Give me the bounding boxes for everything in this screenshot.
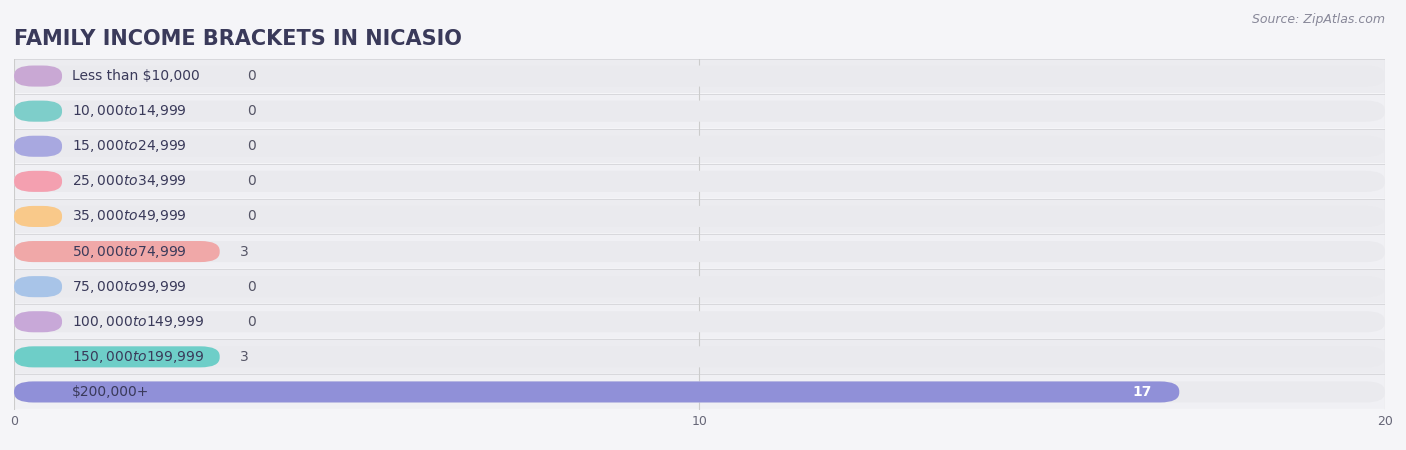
FancyBboxPatch shape bbox=[14, 276, 1385, 297]
Text: 17: 17 bbox=[1132, 385, 1152, 399]
FancyBboxPatch shape bbox=[14, 346, 219, 367]
Text: $75,000 to $99,999: $75,000 to $99,999 bbox=[72, 279, 187, 295]
FancyBboxPatch shape bbox=[14, 171, 62, 192]
Text: $100,000 to $149,999: $100,000 to $149,999 bbox=[72, 314, 205, 330]
FancyBboxPatch shape bbox=[14, 101, 62, 122]
FancyBboxPatch shape bbox=[0, 94, 1406, 128]
Text: 0: 0 bbox=[247, 174, 256, 189]
FancyBboxPatch shape bbox=[14, 206, 62, 227]
Text: $150,000 to $199,999: $150,000 to $199,999 bbox=[72, 349, 205, 365]
FancyBboxPatch shape bbox=[0, 200, 1406, 233]
FancyBboxPatch shape bbox=[14, 311, 1385, 332]
FancyBboxPatch shape bbox=[0, 130, 1406, 163]
Text: 0: 0 bbox=[247, 279, 256, 294]
Text: Source: ZipAtlas.com: Source: ZipAtlas.com bbox=[1251, 14, 1385, 27]
FancyBboxPatch shape bbox=[0, 165, 1406, 198]
Text: FAMILY INCOME BRACKETS IN NICASIO: FAMILY INCOME BRACKETS IN NICASIO bbox=[14, 29, 463, 49]
Text: $25,000 to $34,999: $25,000 to $34,999 bbox=[72, 173, 187, 189]
FancyBboxPatch shape bbox=[0, 375, 1406, 409]
Text: $10,000 to $14,999: $10,000 to $14,999 bbox=[72, 103, 187, 119]
FancyBboxPatch shape bbox=[14, 241, 1385, 262]
Text: $35,000 to $49,999: $35,000 to $49,999 bbox=[72, 208, 187, 225]
Text: 0: 0 bbox=[247, 209, 256, 224]
FancyBboxPatch shape bbox=[0, 235, 1406, 268]
Text: 3: 3 bbox=[240, 350, 249, 364]
FancyBboxPatch shape bbox=[0, 270, 1406, 303]
FancyBboxPatch shape bbox=[14, 206, 1385, 227]
FancyBboxPatch shape bbox=[0, 340, 1406, 374]
FancyBboxPatch shape bbox=[14, 311, 62, 332]
Text: 0: 0 bbox=[247, 69, 256, 83]
Text: 0: 0 bbox=[247, 315, 256, 329]
FancyBboxPatch shape bbox=[14, 382, 1180, 402]
Text: Less than $10,000: Less than $10,000 bbox=[72, 69, 200, 83]
FancyBboxPatch shape bbox=[14, 346, 1385, 367]
FancyBboxPatch shape bbox=[14, 276, 62, 297]
FancyBboxPatch shape bbox=[14, 101, 1385, 122]
FancyBboxPatch shape bbox=[14, 382, 1385, 402]
FancyBboxPatch shape bbox=[14, 66, 1385, 86]
FancyBboxPatch shape bbox=[14, 241, 219, 262]
FancyBboxPatch shape bbox=[14, 171, 1385, 192]
Text: $50,000 to $74,999: $50,000 to $74,999 bbox=[72, 243, 187, 260]
FancyBboxPatch shape bbox=[14, 136, 62, 157]
Text: 3: 3 bbox=[240, 244, 249, 259]
FancyBboxPatch shape bbox=[14, 66, 62, 86]
FancyBboxPatch shape bbox=[14, 136, 1385, 157]
Text: $15,000 to $24,999: $15,000 to $24,999 bbox=[72, 138, 187, 154]
Text: $200,000+: $200,000+ bbox=[72, 385, 149, 399]
Text: 0: 0 bbox=[247, 139, 256, 153]
FancyBboxPatch shape bbox=[0, 59, 1406, 93]
FancyBboxPatch shape bbox=[0, 305, 1406, 338]
Text: 0: 0 bbox=[247, 104, 256, 118]
